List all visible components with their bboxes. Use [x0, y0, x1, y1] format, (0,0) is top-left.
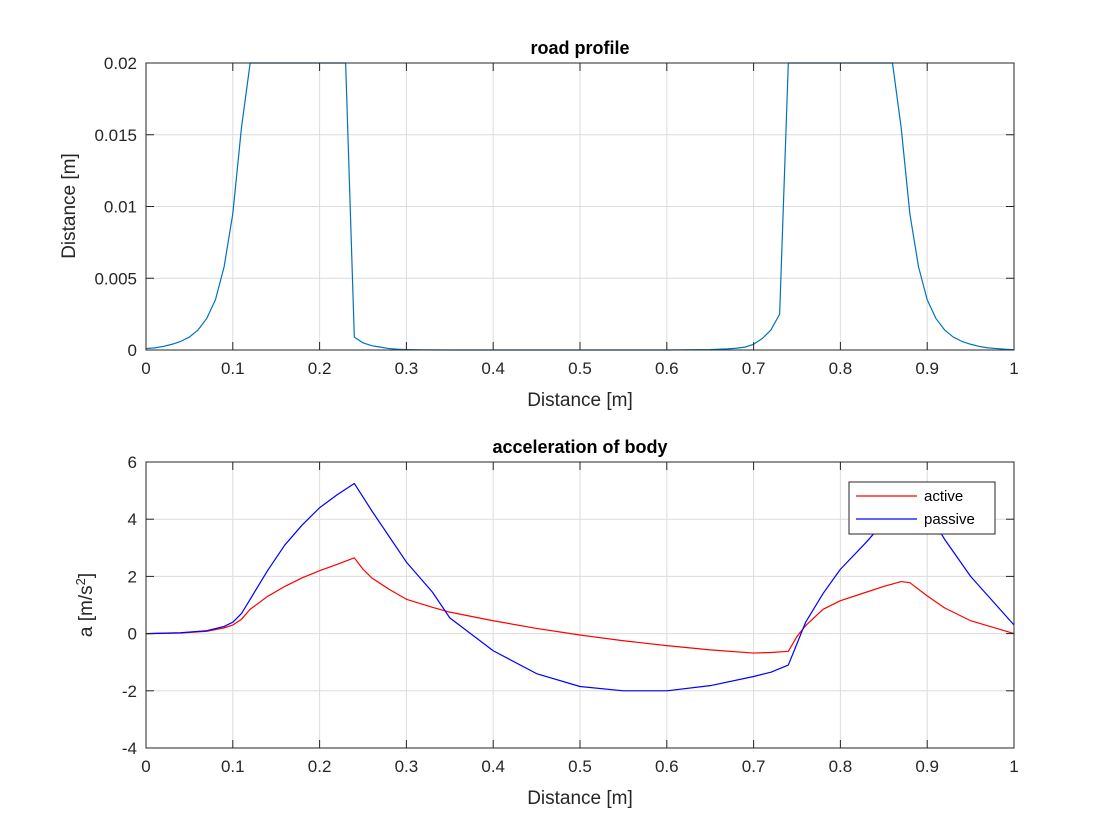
acceleration-ytick-label: 2: [128, 567, 137, 586]
legend-box: [848, 481, 996, 535]
road-profile-ytick-label: 0.02: [104, 54, 137, 73]
road-profile-xtick-label: 0.3: [395, 359, 419, 378]
road-profile-ytick-label: 0.005: [94, 269, 137, 288]
acceleration-xtick-label: 0.7: [742, 757, 766, 776]
acceleration-xtick-label: 0.4: [481, 757, 505, 776]
road-profile-xtick-label: 0.2: [308, 359, 332, 378]
road-profile-ylabel: Distance [m]: [59, 153, 80, 259]
acceleration-xtick-label: 1: [1009, 757, 1018, 776]
road-profile-xtick-label: 0.4: [481, 359, 505, 378]
acceleration-ytick-label: 0: [128, 625, 137, 644]
road-profile-ytick-label: 0.01: [104, 198, 137, 217]
road-profile-ytick-label: 0.015: [94, 126, 137, 145]
road-profile-xtick-label: 0.7: [742, 359, 766, 378]
acceleration-title: acceleration of body: [492, 437, 667, 457]
acceleration-ytick-label: -2: [122, 682, 137, 701]
acceleration-ylabel-sup: 2: [73, 578, 88, 585]
acceleration-xtick-label: 0.9: [915, 757, 939, 776]
acceleration-xlabel: Distance [m]: [527, 788, 633, 809]
acceleration-ylabel: a [m/s2]: [73, 573, 98, 637]
legend-label-active: active: [924, 488, 963, 505]
road-profile-title: road profile: [530, 38, 629, 58]
acceleration-xtick-label: 0.6: [655, 757, 679, 776]
road-profile-xtick-label: 1: [1009, 359, 1018, 378]
road-profile-xlabel: Distance [m]: [527, 390, 633, 411]
acceleration-xtick-label: 0.3: [395, 757, 419, 776]
acceleration-chart: 0 0.1 0.2 0.3 0.4 0.5 0.6 0.7 0.8 0.9 1 -4 -2 0 2 4 6 ac…: [73, 437, 1019, 809]
acceleration-xtick-label: 0.1: [221, 757, 245, 776]
acceleration-ylabel-end: ]: [76, 573, 97, 578]
road-profile-ticks: 0 0.1 0.2 0.3 0.4 0.5 0.6 0.7 0.8 0.9 1 0 0.005 0.01 0…: [94, 54, 1018, 378]
acceleration-ytick-label: -4: [122, 739, 137, 758]
road-profile-chart: 0 0.1 0.2 0.3 0.4 0.5 0.6 0.7 0.8 0.9 1 0 0.005 0.01 0…: [59, 38, 1019, 411]
acceleration-legend: active passive: [848, 481, 996, 535]
acceleration-ylabel-main: a [m/s: [76, 585, 97, 637]
road-profile-xtick-label: 0.8: [829, 359, 853, 378]
road-profile-xtick-label: 0.1: [221, 359, 245, 378]
road-profile-xtick-label: 0.5: [568, 359, 592, 378]
acceleration-xtick-label: 0.2: [308, 757, 332, 776]
road-profile-xtick-label: 0.6: [655, 359, 679, 378]
acceleration-ticks: 0 0.1 0.2 0.3 0.4 0.5 0.6 0.7 0.8 0.9 1 -4 -2 0 2 4 6: [122, 453, 1019, 776]
acceleration-xtick-label: 0.5: [568, 757, 592, 776]
acceleration-ytick-label: 6: [128, 453, 137, 472]
acceleration-xtick-label: 0: [141, 757, 150, 776]
road-profile-xtick-label: 0.9: [915, 359, 939, 378]
acceleration-xtick-label: 0.8: [829, 757, 853, 776]
acceleration-series-line-active: [145, 557, 1015, 654]
legend-label-passive: passive: [924, 511, 975, 528]
road-profile-ytick-label: 0: [128, 341, 137, 360]
road-profile-xtick-label: 0: [141, 359, 150, 378]
acceleration-ytick-label: 4: [128, 510, 137, 529]
